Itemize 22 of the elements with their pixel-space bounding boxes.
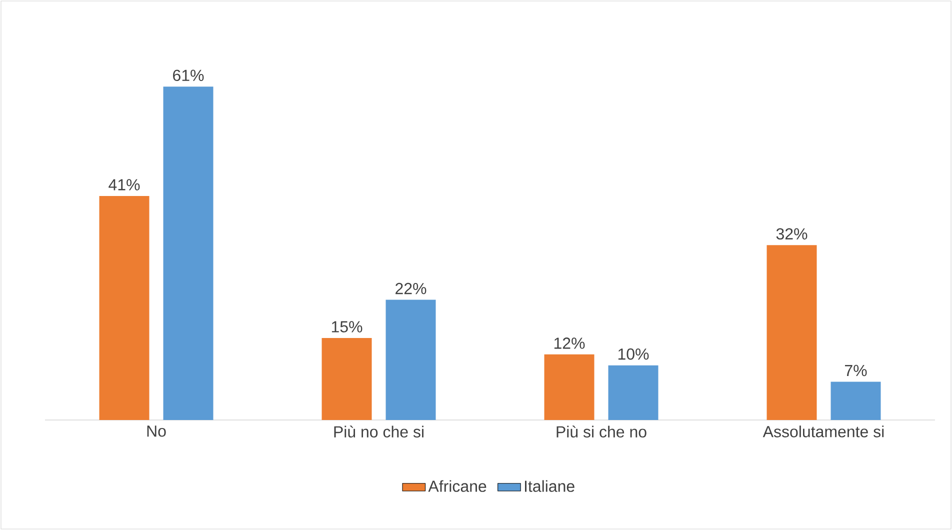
x-tick-label: Più no che si <box>334 426 424 438</box>
x-tick-label: No <box>147 426 166 437</box>
data-label: 12% <box>554 338 585 349</box>
bar <box>163 86 214 420</box>
x-tick-label: Più si che no <box>556 426 646 438</box>
data-label: 32% <box>776 228 808 240</box>
bar <box>322 338 372 420</box>
bar <box>99 196 150 420</box>
data-label: 22% <box>396 282 426 294</box>
legend-label: Africane <box>428 480 486 492</box>
bar <box>544 354 594 420</box>
bar <box>766 245 817 420</box>
legend-label: Italiane <box>525 480 574 492</box>
x-tick-label: Assolutamente si <box>762 426 884 438</box>
data-label: 61% <box>173 70 204 82</box>
data-label: 10% <box>618 348 649 360</box>
data-label: 41% <box>108 179 140 190</box>
bar <box>608 365 658 420</box>
bar <box>386 300 436 420</box>
data-label: 7% <box>845 364 867 376</box>
data-label: 15% <box>332 321 362 332</box>
bar <box>830 382 881 420</box>
